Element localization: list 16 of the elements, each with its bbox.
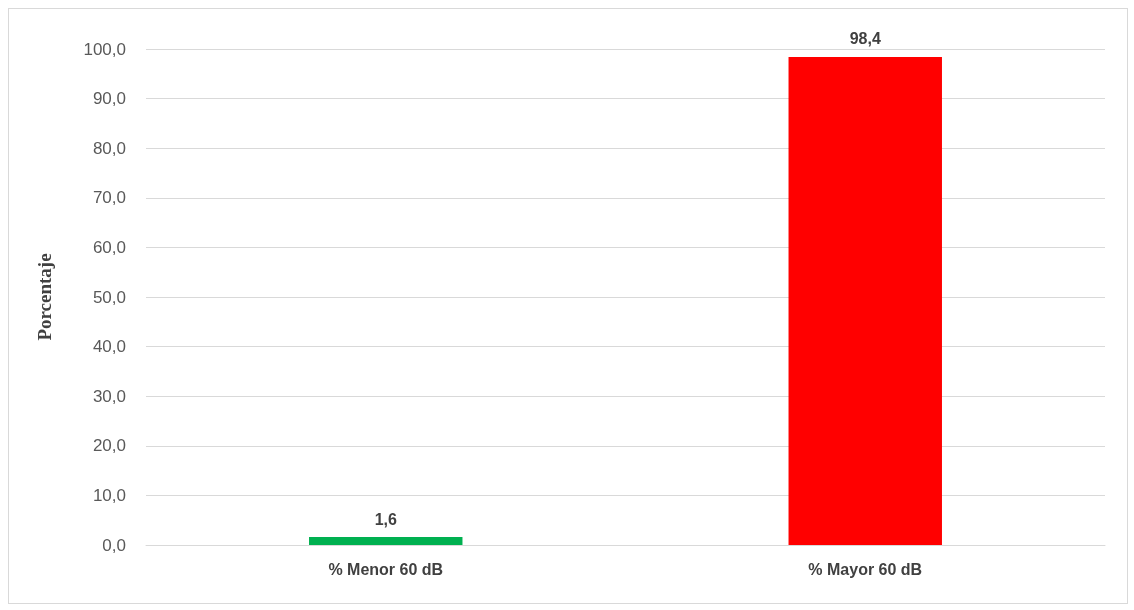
y-tick-label: 80,0 — [92, 138, 126, 158]
y-tick-label: 40,0 — [92, 337, 126, 357]
y-tick-label: 70,0 — [92, 188, 126, 208]
y-tick-label: 50,0 — [92, 287, 126, 307]
data-label: 98,4 — [849, 30, 881, 48]
y-tick-label: 90,0 — [92, 89, 126, 109]
y-axis-title: Porcentaje — [34, 253, 55, 341]
y-tick-label: 10,0 — [92, 485, 126, 505]
x-tick-label: % Mayor 60 dB — [808, 560, 923, 578]
y-tick-label: 100,0 — [83, 39, 126, 59]
data-label: 1,6 — [374, 510, 397, 528]
y-tick-label: 20,0 — [92, 436, 126, 456]
y-tick-label: 0,0 — [102, 535, 126, 555]
y-tick-label: 30,0 — [92, 386, 126, 406]
y-tick-label: 60,0 — [92, 237, 126, 257]
x-tick-label: % Menor 60 dB — [328, 560, 444, 578]
